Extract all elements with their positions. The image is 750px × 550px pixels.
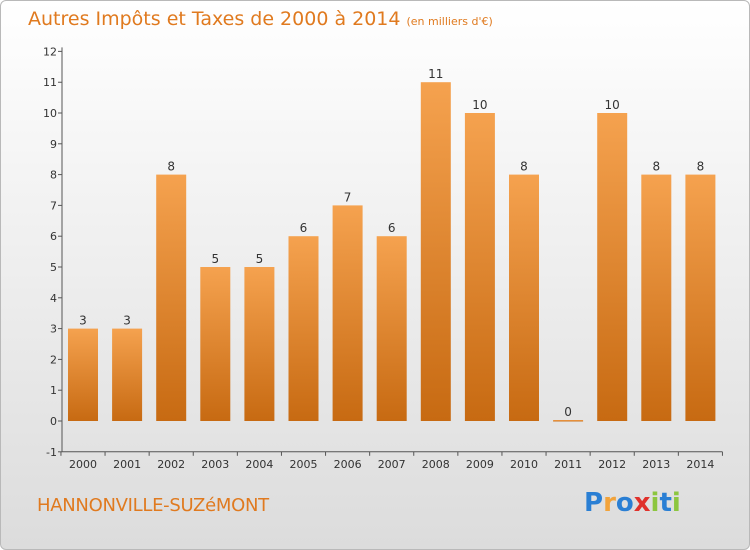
x-tick-label: 2009 [466,458,494,471]
bar-value-label: 10 [472,98,487,112]
bar [685,174,716,421]
x-tick-label: 2001 [113,458,141,471]
y-tick-label: 12 [43,45,57,58]
x-tick-label: 2014 [686,458,714,471]
y-tick-label: 8 [50,169,57,182]
x-tick-label: 2003 [201,458,229,471]
y-tick-label: 10 [43,107,57,120]
chart-title-text: Autres Impôts et Taxes de 2000 à 2014 [28,8,401,30]
bar-value-label: 8 [167,160,175,174]
bar [112,328,143,421]
proxiti-logo-letter: r [603,488,616,518]
x-tick-label: 2005 [290,458,318,471]
bar-value-label: 5 [256,252,264,266]
bar [376,236,407,421]
proxiti-logo-letter: x [633,488,651,518]
bar-value-label: 8 [652,160,660,174]
bar-value-label: 3 [123,314,131,328]
y-tick-label: 7 [50,199,57,212]
chart-unit: (en milliers d'€) [406,15,493,28]
bar [200,267,231,421]
y-tick-label: 9 [50,138,57,151]
bar [641,174,672,421]
x-tick-label: 2008 [422,458,450,471]
x-tick-label: 2010 [510,458,538,471]
x-tick-label: 2007 [378,458,406,471]
x-tick-label: 2012 [598,458,626,471]
bar [553,420,584,422]
bar [509,174,539,421]
commune-name: HANNONVILLE-SUZéMONT [37,495,269,516]
y-tick-label: 1 [50,384,57,397]
bar [288,236,319,421]
bar-value-label: 7 [344,190,352,204]
bar-value-label: 6 [388,221,396,235]
y-tick-label: 5 [50,261,57,274]
proxiti-logo-letter: o [615,488,634,518]
bar-value-label: 6 [300,221,308,235]
bars: 3 3 8 5 5 6 7 6 11 10 8 0 10 8 8 [68,67,716,422]
y-tick-label: 4 [50,292,57,305]
bar [597,113,628,421]
chart-title: Autres Impôts et Taxes de 2000 à 2014 (en… [28,8,493,30]
bar [464,113,495,421]
x-tick-label: 2011 [554,458,582,471]
proxiti-logo: Proxiti [584,488,681,518]
bar-value-label: 8 [697,160,705,174]
x-tick-label: 2002 [157,458,185,471]
x-tick-label: 2004 [245,458,273,471]
proxiti-logo-letter: i [671,488,681,518]
y-tick-label: 2 [50,353,57,366]
y-tick-label: 3 [50,323,57,336]
proxiti-logo-letter: i [650,488,660,518]
bar-value-label: 11 [428,67,443,81]
x-tick-label: 2013 [642,458,670,471]
bar [244,267,275,421]
bar [420,82,451,421]
x-tick-label: 2000 [69,458,97,471]
proxiti-logo-letter: t [659,488,672,518]
bar-value-label: 8 [520,160,528,174]
bar-value-label: 5 [211,252,219,266]
bar-value-label: 0 [564,405,572,419]
y-tick-label: -1 [46,446,57,459]
proxiti-logo-letter: P [584,488,604,518]
bar-value-label: 10 [605,98,620,112]
y-tick-label: 11 [43,76,57,89]
bar [68,328,98,421]
y-tick-label: 0 [50,415,57,428]
bar-value-label: 3 [79,314,87,328]
x-tick-label: 2006 [334,458,362,471]
bar [156,174,187,421]
bar [332,205,363,421]
y-tick-label: 6 [50,230,57,243]
